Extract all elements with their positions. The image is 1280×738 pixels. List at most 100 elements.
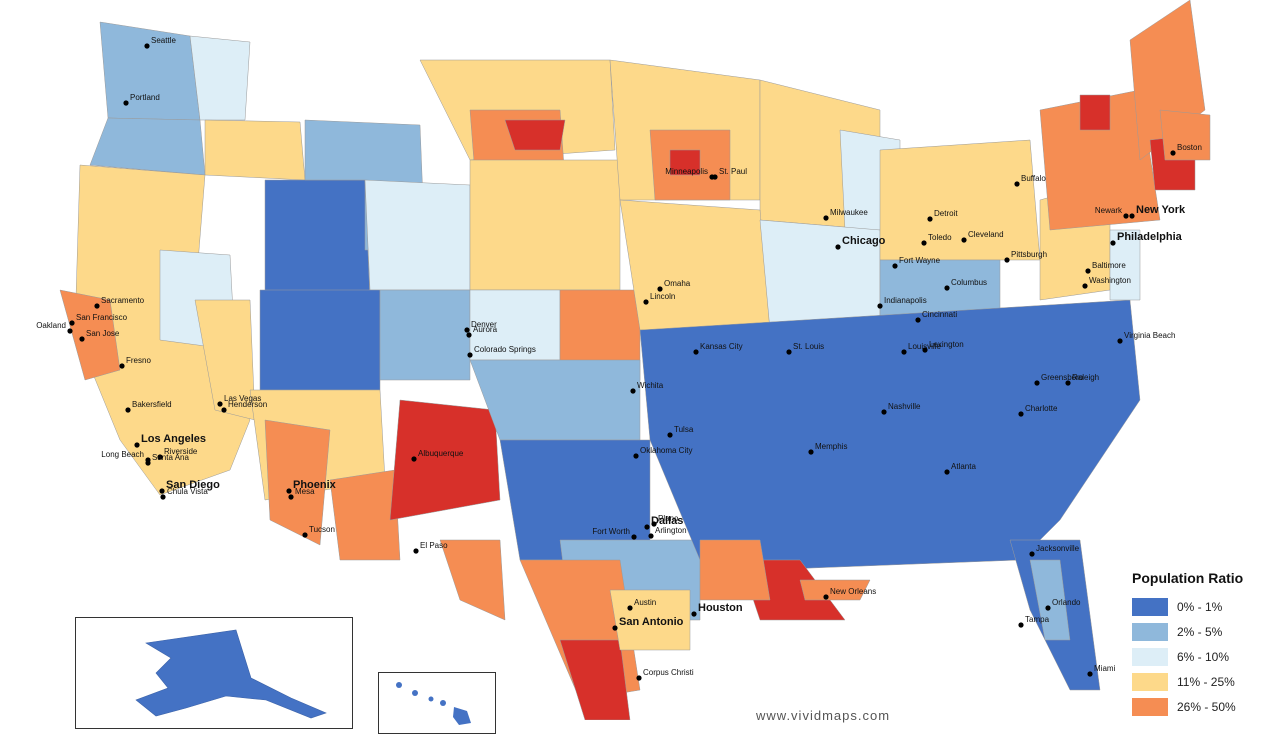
- county-region: [59, 289, 121, 381]
- city-label: Philadelphia: [1117, 231, 1183, 243]
- legend-swatch: [1132, 647, 1168, 666]
- city-dot: [467, 352, 473, 358]
- legend-label: 0% - 1%: [1177, 599, 1223, 614]
- city-label: Arlington: [655, 526, 687, 535]
- city-label: Los Angeles: [141, 433, 206, 445]
- legend-label: 26% - 50%: [1177, 699, 1236, 714]
- city-label: Omaha: [664, 279, 691, 288]
- city-dot: [1110, 240, 1116, 246]
- city-dot: [79, 336, 85, 342]
- city-dot: [901, 349, 907, 355]
- city-dot: [1065, 380, 1071, 386]
- city-dot: [217, 401, 223, 407]
- legend-swatch: [1132, 697, 1168, 716]
- county-region: [799, 579, 871, 601]
- city-label: Phoenix: [293, 479, 337, 491]
- city-dot: [1170, 150, 1176, 156]
- legend-swatch: [1132, 597, 1168, 616]
- city-dot: [944, 469, 950, 475]
- county-region: [99, 21, 201, 121]
- city-label: San Antonio: [619, 616, 684, 628]
- city-dot: [1018, 622, 1024, 628]
- city-label: Baltimore: [1092, 261, 1126, 270]
- city-dot: [881, 409, 887, 415]
- city-label: Fort Worth: [592, 527, 630, 536]
- city-label: Corpus Christi: [643, 668, 694, 677]
- city-dot: [835, 244, 841, 250]
- city-label: Greensboro: [1041, 373, 1084, 382]
- county-region: [559, 639, 631, 721]
- city-label: Indianapolis: [884, 296, 927, 305]
- county-region: [329, 469, 401, 561]
- county-region: [189, 35, 251, 121]
- county-region: [879, 139, 1041, 261]
- city-dot: [119, 363, 125, 369]
- city-label: New York: [1136, 204, 1186, 216]
- county-region: [364, 179, 471, 291]
- city-label: Wichita: [637, 381, 664, 390]
- city-dot: [643, 299, 649, 305]
- city-label: Tulsa: [674, 425, 694, 434]
- city-label: Riverside: [164, 447, 198, 456]
- city-dot: [877, 303, 883, 309]
- legend-item: 11% - 25%: [1128, 669, 1278, 694]
- city-dot: [1034, 380, 1040, 386]
- city-label: Washington: [1089, 276, 1131, 285]
- city-label: Newark: [1095, 206, 1123, 215]
- county-region: [379, 289, 471, 381]
- city-dot: [144, 43, 150, 49]
- county-region: [389, 399, 501, 521]
- us-county-map: Seattle Portland Sacramento San Francisco Oa…: [36, 0, 1211, 721]
- city-label: Denver: [471, 320, 497, 329]
- city-dot: [944, 285, 950, 291]
- city-label: Oklahoma City: [640, 446, 692, 455]
- city-dot: [1045, 605, 1051, 611]
- county-region: [264, 179, 371, 301]
- city-label: Orlando: [1052, 598, 1081, 607]
- county-region: [259, 289, 381, 391]
- city-dot: [691, 611, 697, 617]
- city-label: Oakland: [36, 321, 66, 330]
- city-dot: [1129, 213, 1135, 219]
- city-dot: [823, 594, 829, 600]
- city-dot: [157, 454, 163, 460]
- city-dot: [627, 605, 633, 611]
- city-label: Santa Ana: [152, 453, 189, 462]
- city-label: Aurora: [473, 325, 498, 334]
- city-label: Lincoln: [650, 292, 675, 301]
- county-region: [89, 117, 206, 176]
- city-label: Pittsburgh: [1011, 250, 1047, 259]
- city-dot: [1014, 181, 1020, 187]
- city-dot: [892, 263, 898, 269]
- city-dot: [1029, 551, 1035, 557]
- city-dot: [67, 328, 73, 334]
- city-label: Minneapolis: [665, 167, 708, 176]
- city-dot: [651, 521, 657, 527]
- city-label: Las Vegas: [224, 394, 261, 403]
- city-label: Buffalo: [1021, 174, 1046, 183]
- city-dot: [123, 100, 129, 106]
- city-dot: [286, 488, 292, 494]
- city-dot: [823, 215, 829, 221]
- city-label: Louisville: [908, 342, 941, 351]
- city-label: Austin: [634, 598, 656, 607]
- city-label: Tucson: [309, 525, 335, 534]
- city-dot: [413, 548, 419, 554]
- city-dot: [633, 453, 639, 459]
- city-dot: [1117, 338, 1123, 344]
- city-dot: [159, 488, 165, 494]
- city-label: Chula Vista: [167, 487, 208, 496]
- legend-item: 6% - 10%: [1128, 644, 1278, 669]
- city-label: Toledo: [928, 233, 952, 242]
- city-label: Charlotte: [1025, 404, 1058, 413]
- county-region: [469, 159, 621, 291]
- watermark: www.vividmaps.com: [756, 708, 891, 723]
- city-dot: [961, 237, 967, 243]
- city-label: Seattle: [151, 36, 176, 45]
- city-dot: [648, 533, 654, 539]
- city-dot: [644, 524, 650, 530]
- legend-label: 6% - 10%: [1177, 649, 1230, 664]
- alaska-inset: [75, 617, 353, 729]
- city-label: Houston: [698, 602, 743, 614]
- city-dot: [786, 349, 792, 355]
